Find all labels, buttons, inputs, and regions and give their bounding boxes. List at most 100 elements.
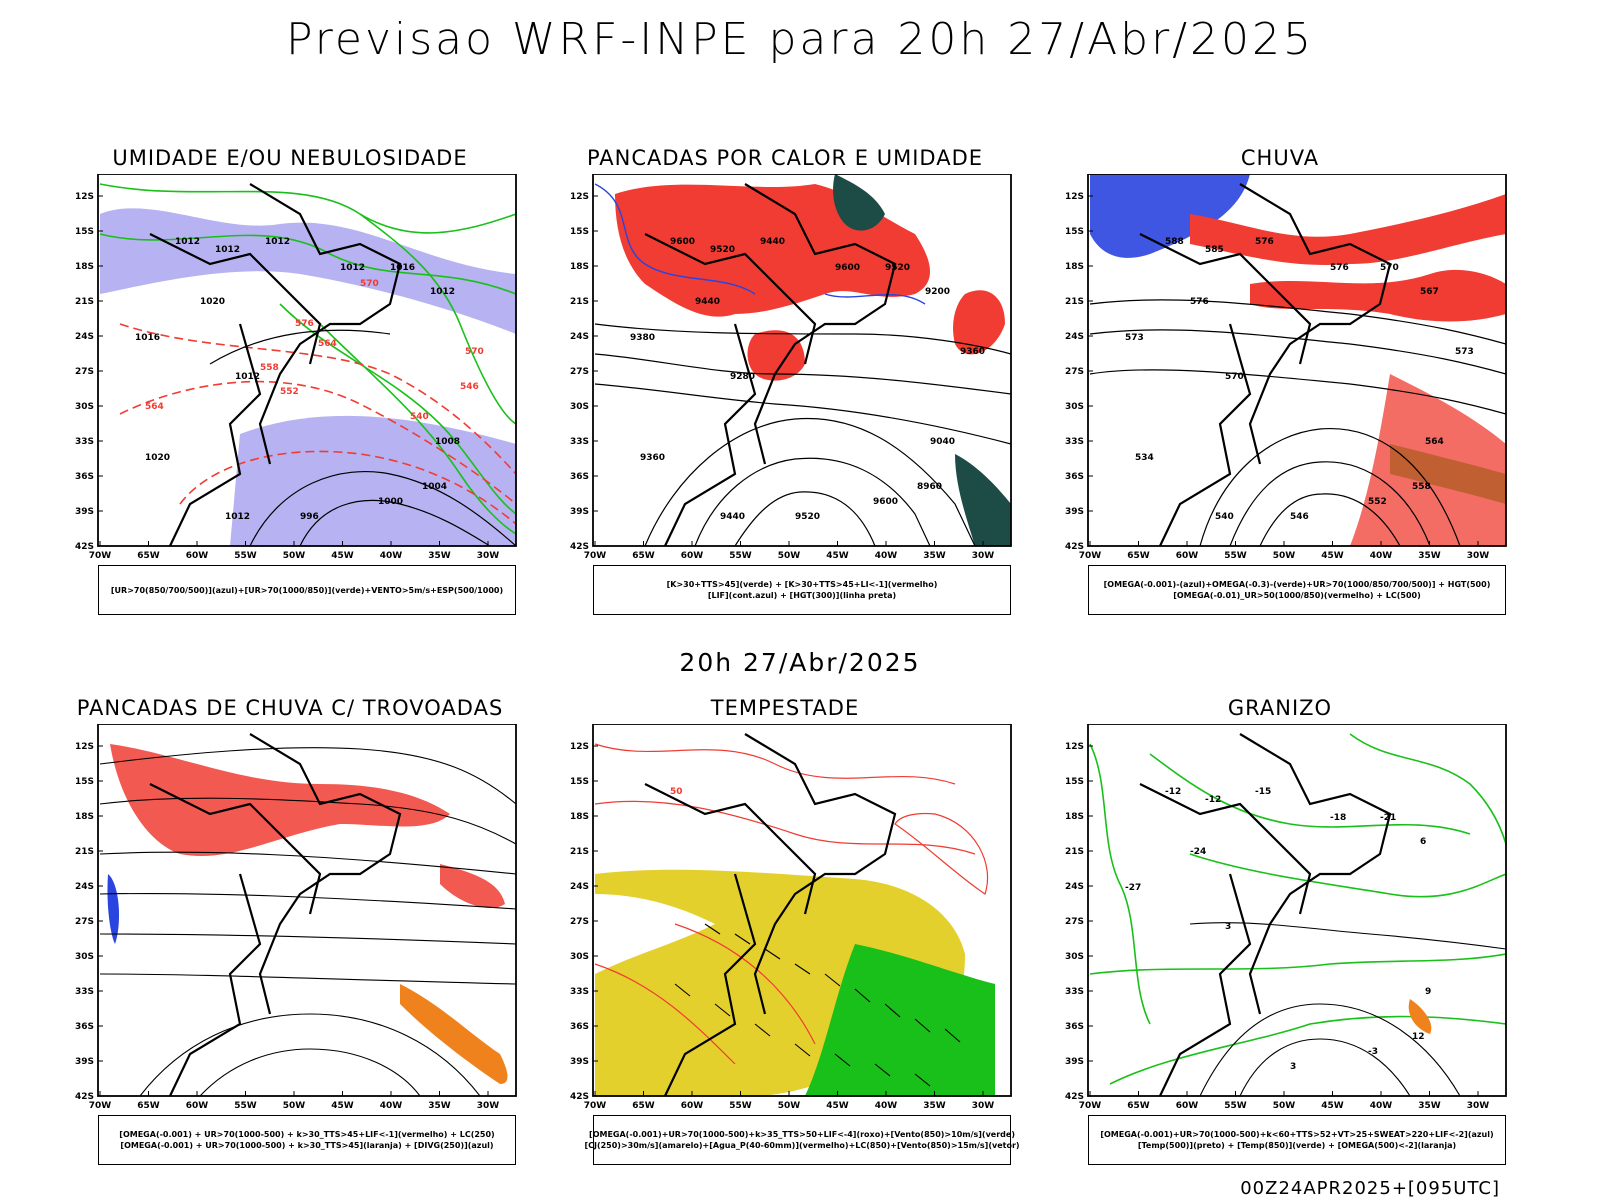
lon-tick-label: 60W: [1176, 551, 1199, 561]
contour-label: 6: [1420, 837, 1426, 847]
lat-tick-label: 12S: [75, 742, 94, 752]
lat-tick-label: 12S: [1065, 742, 1084, 752]
lon-tick-label: 50W: [778, 551, 801, 561]
lon-tick-label: 50W: [283, 1101, 306, 1111]
legend-line: [K>30+TTS>45](verde) + [K>30+TTS>45+LI<-…: [666, 580, 938, 589]
lat-tick-label: 12S: [570, 192, 589, 202]
lat-tick-label: 30S: [1065, 952, 1084, 962]
contour-label: 9040: [930, 437, 955, 447]
lon-tick-label: 70W: [584, 551, 607, 561]
contour-label: 564: [145, 402, 164, 412]
legend-line: [OMEGA(-0.001)+UR>70(1000-500)+k<60+TTS>…: [1100, 1130, 1494, 1139]
contour-label: -18: [1330, 813, 1346, 823]
lat-tick-label: 36S: [75, 472, 94, 482]
borders-tempestade: [644, 733, 897, 1097]
lon-tick-label: 60W: [1176, 1101, 1199, 1111]
lat-tick-label: 30S: [570, 402, 589, 412]
lat-tick-label: 15S: [75, 777, 94, 787]
contour-label: 576: [1255, 237, 1274, 247]
lon-tick-label: 40W: [1370, 1101, 1393, 1111]
lat-tick-label: 39S: [75, 1057, 94, 1067]
legend-line: [OMEGA(-0.001) + UR>70(1000-500) + k>30_…: [119, 1130, 495, 1139]
lon-tick-label: 50W: [1273, 1101, 1296, 1111]
lat-tick-label: 21S: [75, 847, 94, 857]
lat-tick-label: 39S: [570, 1057, 589, 1067]
contour-label: 1000: [378, 497, 403, 507]
contour-label: 1012: [430, 287, 455, 297]
panel-title-trovoadas: PANCADAS DE CHUVA C/ TROVOADAS: [76, 696, 504, 720]
lon-tick-label: 35W: [428, 551, 451, 561]
contour-label: 3: [1290, 1062, 1296, 1072]
lat-tick-label: 36S: [570, 1022, 589, 1032]
lon-tick-label: 65W: [632, 551, 655, 561]
middle-title: 20h 27/Abr/2025: [679, 648, 921, 677]
lat-tick-label: 24S: [570, 332, 589, 342]
contour-label: 9600: [835, 263, 860, 273]
contour-label: 564: [318, 339, 337, 349]
contour-label: 996: [300, 512, 319, 522]
lon-tick-label: 35W: [428, 1101, 451, 1111]
lat-tick-label: 18S: [75, 262, 94, 272]
panel-umidade: UMIDADE E/OU NEBULOSIDADE 12S 15S 18S 21S 24…: [60, 146, 520, 648]
contour-label: 576: [295, 319, 314, 329]
lat-tick-label: 33S: [75, 987, 94, 997]
lon-tick-label: 70W: [89, 1101, 112, 1111]
lon-tick-label: 55W: [1224, 1101, 1247, 1111]
panel-chuva: CHUVA 12S 15S 18S 21S 24S 27S 30S 33S 36S 39S 42S 7…: [1050, 146, 1510, 648]
contour-label: 1008: [435, 437, 460, 447]
lat-tick-label: 30S: [1065, 402, 1084, 412]
lon-tick-label: 30W: [972, 551, 995, 561]
lon-tick-label: 45W: [1321, 1101, 1344, 1111]
lat-tick-label: 18S: [1065, 262, 1084, 272]
lat-tick-label: 33S: [570, 437, 589, 447]
lon-tick-label: 40W: [875, 551, 898, 561]
contour-label: 9360: [960, 347, 985, 357]
panel-granizo: GRANIZO 12S 15S 18S 21S 24S 27S 30S 33S 36S 39S 42…: [1050, 696, 1510, 1198]
contour-label: 588: [1165, 237, 1184, 247]
lon-tick-label: 45W: [826, 1101, 849, 1111]
contour-label: 50: [670, 787, 683, 797]
contour-label: 1012: [265, 237, 290, 247]
lat-tick-label: 39S: [570, 507, 589, 517]
borders-chuva: [1139, 183, 1392, 547]
contour-label: 9380: [630, 333, 655, 343]
lon-tick-label: 55W: [729, 1101, 752, 1111]
lon-tick-label: 65W: [632, 1101, 655, 1111]
contour-label: 546: [460, 382, 479, 392]
legend-line: [LIF](cont.azul) + [HGT(300)](linha pret…: [707, 591, 897, 600]
lon-tick-label: 40W: [1370, 551, 1393, 561]
contour-label: 9440: [695, 297, 720, 307]
borders-pancadas-calor: [644, 183, 897, 547]
lat-tick-label: 36S: [1065, 1022, 1084, 1032]
panel-title-umidade: UMIDADE E/OU NEBULOSIDADE: [112, 146, 468, 170]
lat-tick-label: 18S: [75, 812, 94, 822]
contour-label: 1012: [235, 372, 260, 382]
lat-tick-label: 30S: [570, 952, 589, 962]
lat-tick-label: 27S: [570, 367, 589, 377]
lat-tick-label: 15S: [570, 777, 589, 787]
lat-tick-label: 30S: [75, 402, 94, 412]
lat-tick-label: 27S: [570, 917, 589, 927]
lon-tick-label: 30W: [1467, 1101, 1490, 1111]
contour-label: 1016: [390, 263, 415, 273]
contour-label: 534: [1135, 453, 1154, 463]
contour-label: 9280: [730, 372, 755, 382]
lat-tick-label: 27S: [75, 367, 94, 377]
frame-pancadas-calor: [592, 174, 1012, 547]
lat-tick-label: 33S: [570, 987, 589, 997]
lon-tick-label: 65W: [1127, 551, 1150, 561]
contour-label: -12: [1165, 787, 1181, 797]
contour-label: 1012: [175, 237, 200, 247]
contour-label: 3: [1225, 922, 1231, 932]
lat-tick-label: 12S: [570, 742, 589, 752]
contour-label: 570: [360, 279, 379, 289]
lon-tick-label: 55W: [1224, 551, 1247, 561]
lat-tick-label: 21S: [570, 847, 589, 857]
contour-label: 540: [1215, 512, 1234, 522]
legend-line: [Temp(500)](preto) + [Temp(850)](verde) …: [1137, 1141, 1457, 1150]
lon-tick-label: 35W: [923, 551, 946, 561]
legend-trovoadas: [OMEGA(-0.001) + UR>70(1000-500) + k>30_…: [98, 1115, 516, 1165]
